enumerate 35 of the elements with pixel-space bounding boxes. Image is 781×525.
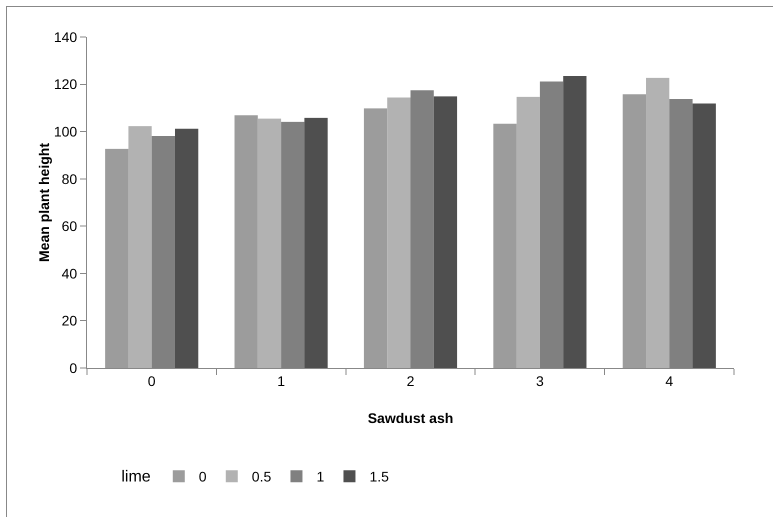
legend-label: 1.5 (369, 468, 390, 485)
y-axis-title: Mean plant height (36, 142, 52, 262)
y-tick-label: 60 (62, 218, 78, 234)
bar (304, 118, 328, 368)
bar (646, 78, 670, 368)
bar (516, 96, 540, 368)
bar (434, 96, 458, 368)
y-tick-label: 80 (62, 170, 78, 187)
x-tick-label: 3 (536, 372, 544, 389)
bar (128, 126, 152, 368)
x-tick-label: 0 (148, 372, 156, 389)
bar (364, 108, 388, 368)
x-axis-title: Sawdust ash (368, 410, 454, 426)
x-tick-label: 4 (665, 372, 674, 389)
x-tick-label: 2 (406, 372, 415, 389)
legend-label: 0.5 (252, 468, 272, 485)
bar (234, 115, 258, 368)
bar (387, 98, 410, 368)
legend-label: 1 (316, 468, 324, 485)
bar (174, 128, 198, 368)
legend-label: 0 (198, 468, 207, 485)
y-tick-label: 120 (54, 76, 78, 92)
bar (563, 76, 586, 368)
bar (105, 148, 128, 368)
bar (493, 124, 517, 368)
legend-title: lime (121, 468, 151, 486)
x-tick-label: 1 (277, 372, 286, 389)
y-tick-label: 40 (62, 265, 78, 282)
y-tick-label: 0 (69, 360, 78, 376)
bar (258, 118, 282, 368)
y-tick-label: 20 (62, 312, 78, 329)
bar (692, 103, 716, 368)
y-tick-label: 140 (54, 28, 78, 45)
y-tick-label: 100 (54, 123, 78, 140)
bar (622, 94, 646, 368)
